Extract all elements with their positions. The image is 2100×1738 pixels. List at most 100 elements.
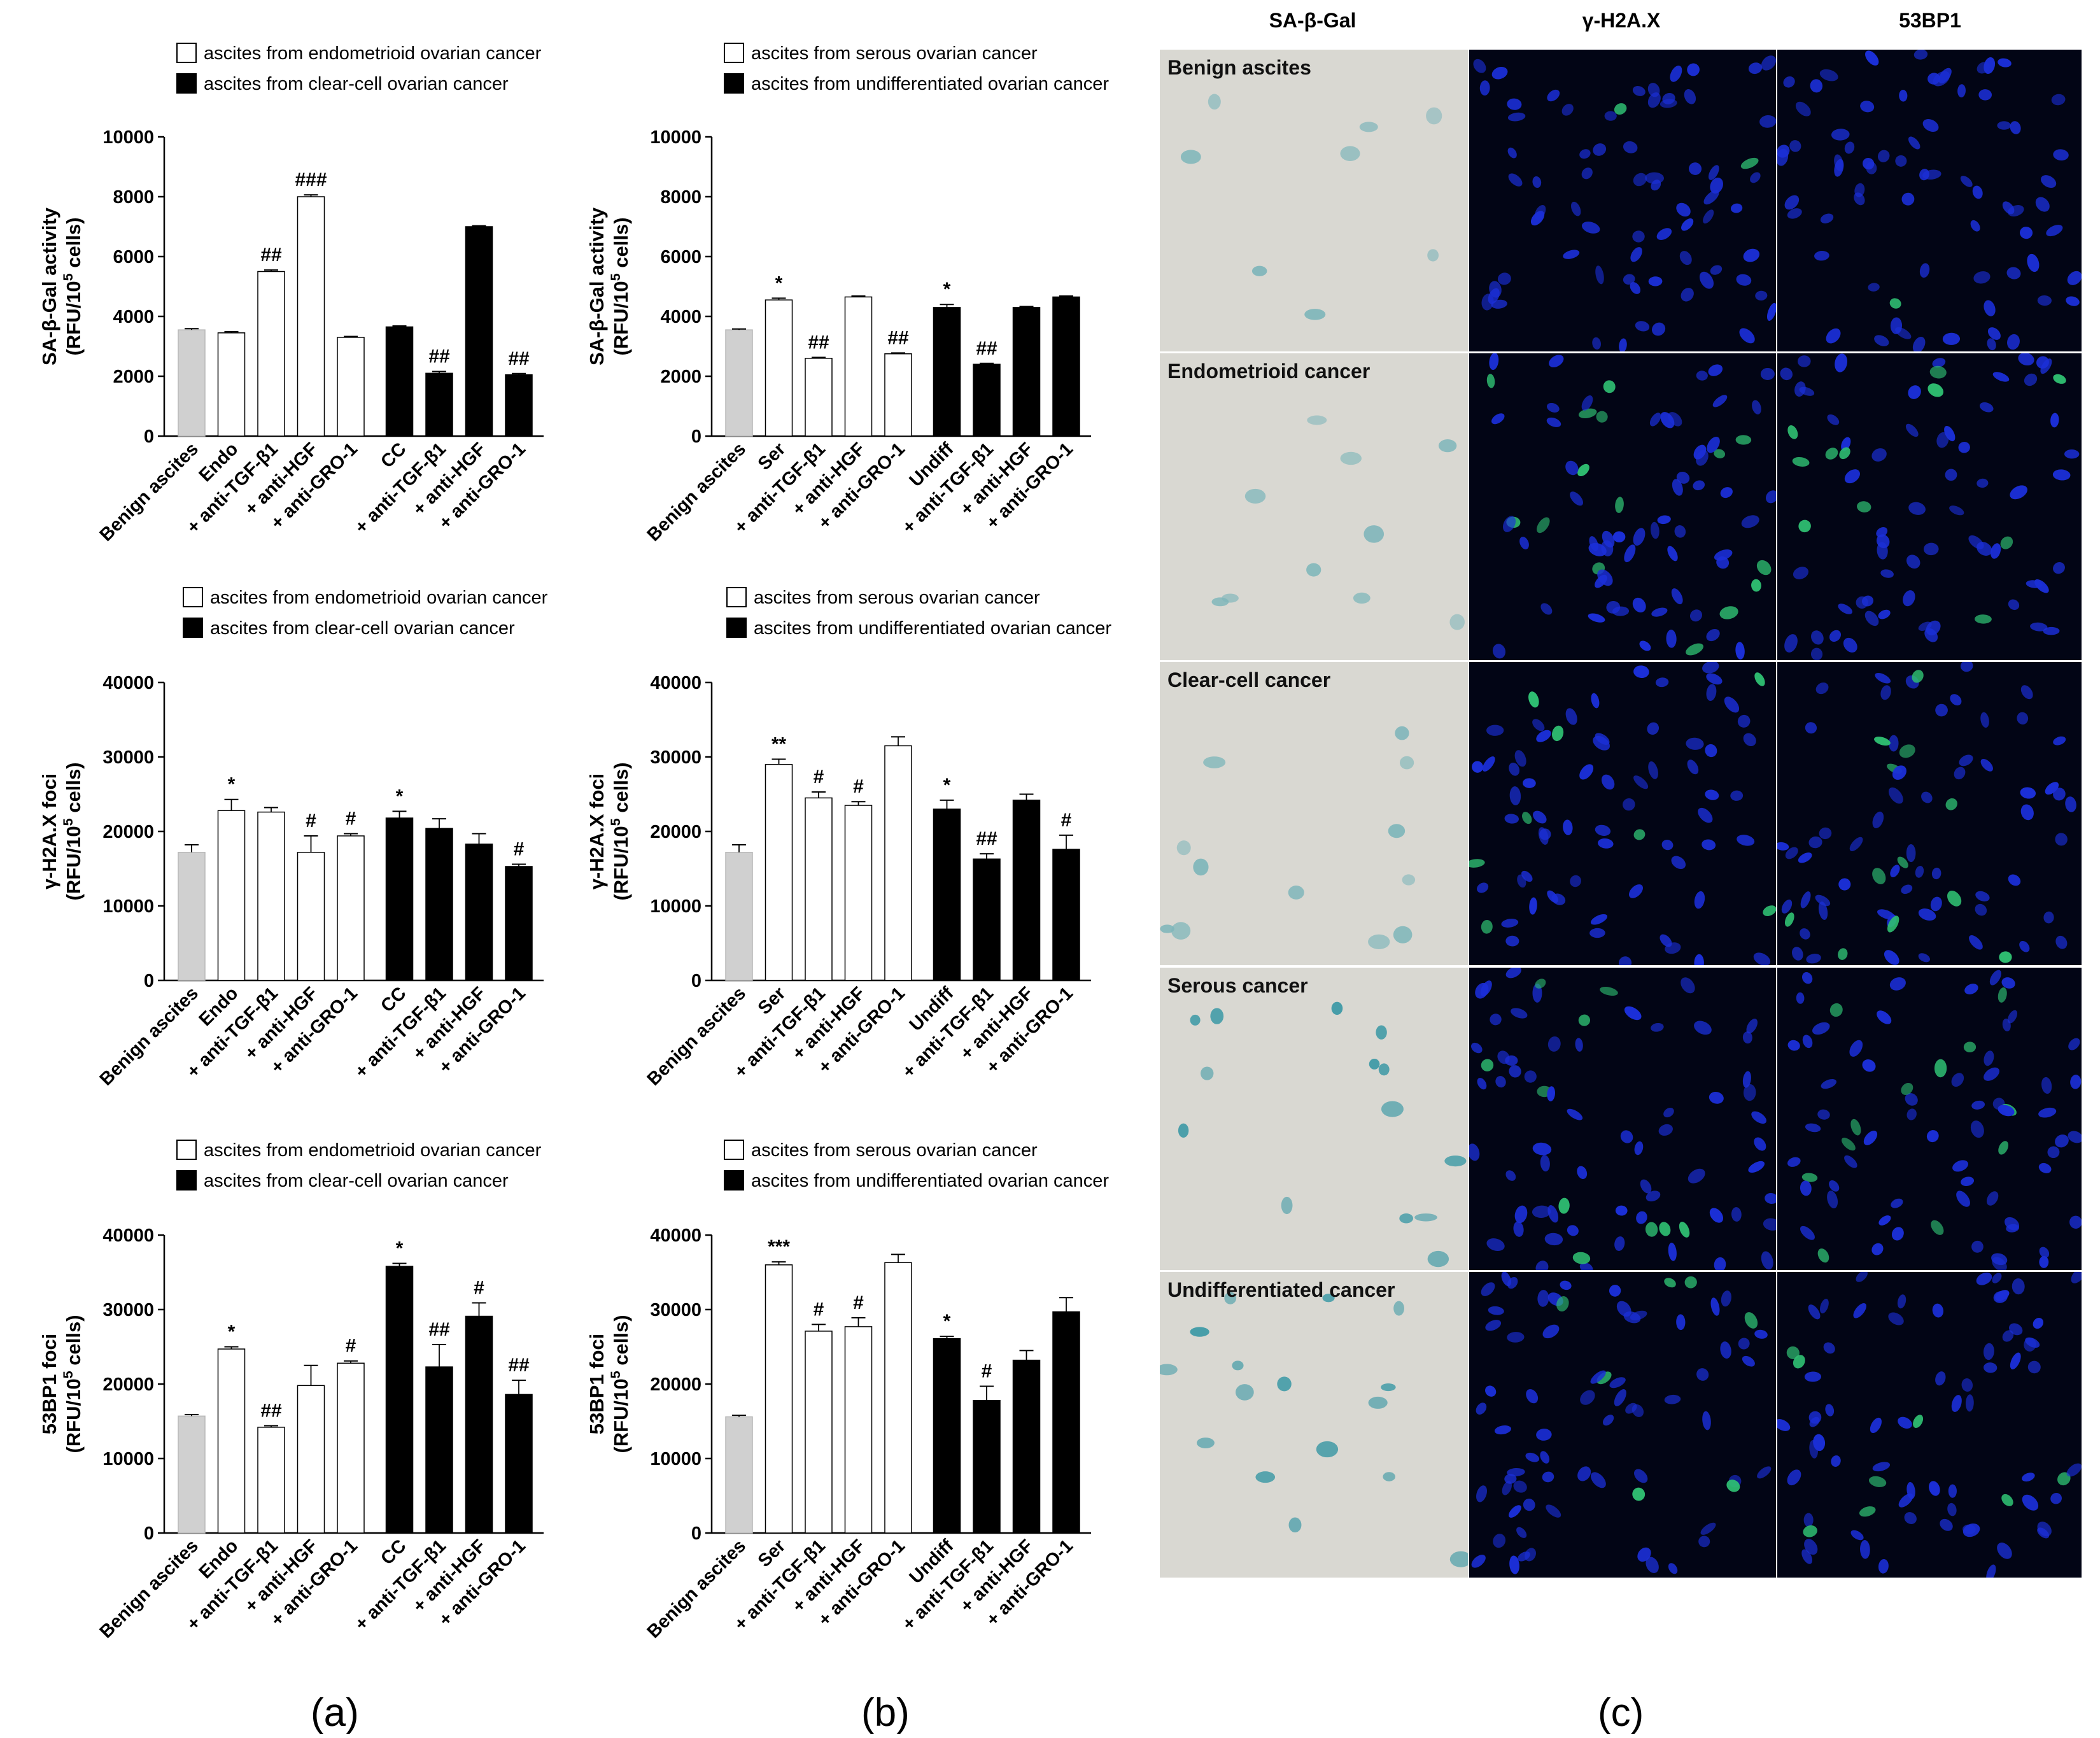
y-tick-label-b2-2: 20000 <box>650 822 701 842</box>
y-tick-label-a1-2: 4000 <box>113 307 154 327</box>
bar-a1-3 <box>297 196 325 437</box>
micrograph-1-1 <box>1469 353 1776 660</box>
sig-mark-a1-3: ### <box>295 169 327 190</box>
sig-mark-b2-6: ## <box>976 828 997 849</box>
y-tick-label-b2-1: 10000 <box>650 896 701 917</box>
y-axis-unit-b2: (RFU/105 cells) <box>607 762 633 900</box>
bar-b3-8 <box>1052 1311 1080 1534</box>
bar-b3-6 <box>973 1399 1001 1534</box>
legend-label-a3-1: ascites from clear-cell ovarian cancer <box>204 1171 509 1191</box>
sig-mark-a3-4: # <box>346 1336 356 1357</box>
sig-mark-b2-5: * <box>943 775 951 796</box>
bar-b2-4 <box>884 745 912 981</box>
legend-label-a3-0: ascites from endometrioid ovarian cancer <box>204 1140 542 1161</box>
bar-b3-7 <box>1012 1359 1041 1534</box>
legend-label-b2-0: ascites from serous ovarian cancer <box>754 588 1040 608</box>
y-tick-label-b3-3: 30000 <box>650 1300 701 1320</box>
category-label-a2-5: CC <box>377 983 410 1016</box>
micrograph-0-2 <box>1777 50 2082 351</box>
sig-mark-b1-4: ## <box>887 327 909 348</box>
legend-swatch-a3-1 <box>176 1170 197 1190</box>
micrograph-1-2 <box>1777 353 2082 660</box>
sig-mark-b1-2: ## <box>808 332 829 353</box>
y-tick-label-a2-1: 10000 <box>102 896 154 917</box>
sig-mark-b3-2: # <box>814 1299 824 1320</box>
legend-swatch-a2-1 <box>183 618 203 638</box>
micrograph-texture-4-0 <box>1160 1292 1468 1567</box>
micrograph-texture-4-1 <box>1471 1272 1772 1574</box>
y-tick-label-a1-5: 10000 <box>102 127 154 148</box>
bar-b1-7 <box>1012 307 1041 437</box>
bar-a2-8 <box>505 866 533 981</box>
microscopy-column-53bp1: 53BP1 <box>1899 9 1961 32</box>
legend-swatch-b1-0 <box>724 43 744 63</box>
bar-a2-2 <box>257 811 285 981</box>
sig-mark-b3-6: # <box>982 1361 992 1382</box>
y-tick-label-a3-3: 30000 <box>102 1300 154 1320</box>
legend-swatch-b2-1 <box>726 618 747 638</box>
sig-mark-b1-5: * <box>943 279 951 300</box>
y-tick-label-b1-3: 6000 <box>660 247 701 267</box>
bar-a2-3 <box>297 852 325 981</box>
bar-a3-6 <box>425 1366 453 1534</box>
micrograph-texture-1-1 <box>1486 353 1776 660</box>
y-axis-unit-a2: (RFU/105 cells) <box>60 762 85 900</box>
legend-label-a2-1: ascites from clear-cell ovarian cancer <box>210 618 515 639</box>
sig-mark-b2-8: # <box>1061 810 1072 831</box>
y-axis-unit-a3: (RFU/105 cells) <box>60 1315 85 1453</box>
sig-mark-a1-6: ## <box>428 346 450 367</box>
bar-a1-0 <box>178 329 206 437</box>
legend-swatch-b3-1 <box>724 1170 744 1190</box>
micrograph-2-1 <box>1469 662 1776 965</box>
microscopy-row-label-4: Undifferentiated cancer <box>1167 1278 1395 1301</box>
sig-mark-a3-6: ## <box>428 1319 450 1340</box>
micrograph-4-1 <box>1469 1272 1776 1578</box>
micrograph-texture-3-0 <box>1178 1001 1467 1268</box>
bar-b1-4 <box>884 353 912 437</box>
micrograph-3-2 <box>1777 968 2082 1270</box>
y-tick-label-b3-4: 40000 <box>650 1226 701 1246</box>
legend-swatch-b2-0 <box>726 587 747 607</box>
bar-b2-7 <box>1012 800 1041 981</box>
bar-b1-6 <box>973 364 1001 437</box>
y-axis-label-b2: γ-H2A.X foci <box>586 774 608 890</box>
bar-b2-0 <box>725 852 753 981</box>
sig-mark-b1-6: ## <box>976 338 997 359</box>
bar-b3-4 <box>884 1262 912 1534</box>
legend-label-b2-1: ascites from undifferentiated ovarian ca… <box>754 618 1111 639</box>
sig-mark-a2-8: # <box>514 838 525 859</box>
bar-b3-0 <box>725 1416 753 1534</box>
bar-a2-7 <box>465 844 493 981</box>
y-axis-label-b1: SA-β-Gal activity <box>586 207 608 365</box>
y-axis-unit-b3: (RFU/105 cells) <box>607 1315 633 1453</box>
micrograph-4-2 <box>1777 1272 2082 1578</box>
bar-a2-5 <box>385 817 414 981</box>
bar-b2-6 <box>973 858 1001 981</box>
sig-mark-a2-4: # <box>346 809 356 830</box>
microscopy-column-gamma-h2ax: γ-H2A.X <box>1582 9 1661 32</box>
bar-b2-3 <box>844 805 873 981</box>
bar-a1-7 <box>465 226 493 437</box>
y-tick-label-a2-3: 30000 <box>102 747 154 768</box>
legend-swatch-a1-0 <box>176 43 197 63</box>
panel-label-b: (b) <box>861 1691 910 1735</box>
bar-a3-3 <box>297 1385 325 1534</box>
y-tick-label-b1-0: 0 <box>691 427 701 447</box>
micrograph-texture-1-2 <box>1780 353 2080 660</box>
legend-label-b3-0: ascites from serous ovarian cancer <box>751 1140 1038 1161</box>
bar-b1-3 <box>844 296 873 437</box>
legend-label-b1-1: ascites from undifferentiated ovarian ca… <box>751 74 1109 94</box>
microscopy-row-label-1: Endometrioid cancer <box>1167 360 1371 383</box>
y-axis-label-a1: SA-β-Gal activity <box>38 207 60 365</box>
legend-label-a1-1: ascites from clear-cell ovarian cancer <box>204 74 509 94</box>
micrograph-texture-2-1 <box>1469 662 1776 965</box>
bar-b1-1 <box>765 299 793 437</box>
sig-mark-b2-3: # <box>853 776 864 797</box>
y-tick-label-b1-5: 10000 <box>650 127 701 148</box>
legend-swatch-b1-1 <box>724 73 744 94</box>
bar-b3-1 <box>765 1264 793 1534</box>
y-tick-label-a3-1: 10000 <box>102 1449 154 1469</box>
bar-a1-6 <box>425 372 453 437</box>
micrograph-0-0: Benign ascites <box>1160 50 1468 351</box>
